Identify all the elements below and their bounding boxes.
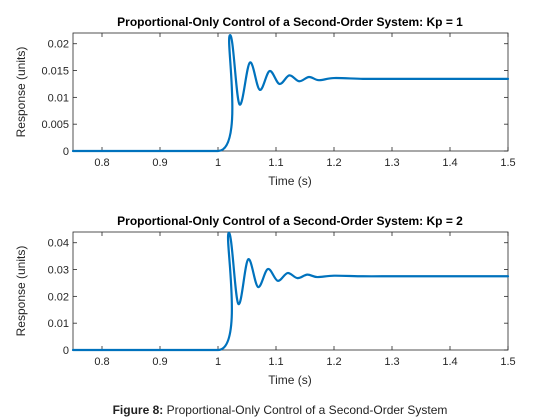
figure-caption: Figure 8: Proportional-Only Control of a… bbox=[0, 403, 560, 417]
x-axis-label: Time (s) bbox=[268, 174, 312, 188]
y-tick-label: 0.02 bbox=[48, 291, 69, 303]
plot-title: Proportional-Only Control of a Second-Or… bbox=[117, 15, 463, 29]
y-tick-label: 0.005 bbox=[41, 119, 69, 131]
y-axis-label: Response (units) bbox=[14, 246, 28, 337]
x-tick-label: 1.5 bbox=[500, 157, 515, 169]
x-tick-label: 1.4 bbox=[442, 356, 457, 368]
x-tick-label: 0.8 bbox=[94, 356, 109, 368]
response-line bbox=[73, 233, 508, 350]
x-tick-label: 0.9 bbox=[152, 356, 167, 368]
plot-title: Proportional-Only Control of a Second-Or… bbox=[117, 214, 463, 228]
caption-label: Figure 8: bbox=[113, 403, 164, 417]
y-tick-label: 0.01 bbox=[48, 318, 69, 330]
y-tick-label: 0.01 bbox=[48, 92, 69, 104]
x-tick-label: 1 bbox=[215, 356, 221, 368]
x-tick-label: 1.3 bbox=[384, 157, 399, 169]
x-tick-label: 1 bbox=[215, 157, 221, 169]
subplot-kp-1: Proportional-Only Control of a Second-Or… bbox=[14, 15, 516, 188]
axes-box bbox=[73, 33, 508, 151]
x-tick-label: 1.5 bbox=[500, 356, 515, 368]
x-tick-label: 1.4 bbox=[442, 157, 457, 169]
axes-box bbox=[73, 232, 508, 350]
x-tick-label: 1.1 bbox=[268, 157, 283, 169]
x-tick-label: 1.2 bbox=[326, 157, 341, 169]
subplot-kp-2: Proportional-Only Control of a Second-Or… bbox=[14, 214, 516, 387]
x-axis-label: Time (s) bbox=[268, 373, 312, 387]
y-axis-label: Response (units) bbox=[14, 47, 28, 138]
response-line bbox=[73, 35, 508, 151]
y-tick-label: 0.015 bbox=[41, 66, 69, 78]
y-tick-label: 0.04 bbox=[48, 238, 69, 250]
x-tick-label: 1.3 bbox=[384, 356, 399, 368]
y-tick-label: 0.03 bbox=[48, 265, 69, 277]
y-tick-label: 0 bbox=[63, 345, 69, 357]
y-tick-label: 0.02 bbox=[48, 39, 69, 51]
y-tick-label: 0 bbox=[63, 146, 69, 158]
x-tick-label: 1.1 bbox=[268, 356, 283, 368]
caption-text: Proportional-Only Control of a Second-Or… bbox=[167, 403, 448, 417]
x-tick-label: 0.8 bbox=[94, 157, 109, 169]
x-tick-label: 0.9 bbox=[152, 157, 167, 169]
x-tick-label: 1.2 bbox=[326, 356, 341, 368]
